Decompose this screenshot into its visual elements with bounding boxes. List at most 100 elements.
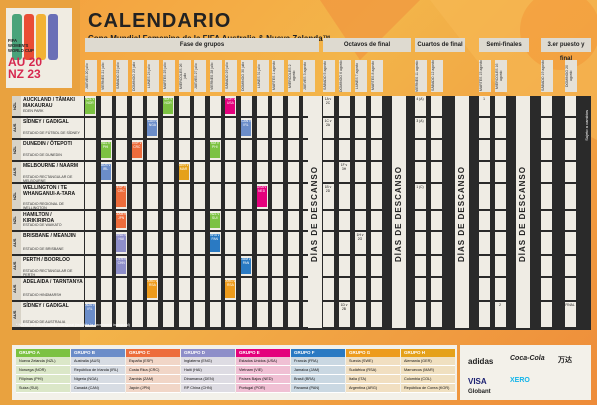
match-cell: ARG v RSA [147,279,158,298]
date-header: SÁBADO 22 julio [116,60,129,92]
day-cell [178,118,190,138]
venue-stadium: ESTADIO RECTANGULAR DE MELBOURNE [23,175,73,183]
day-cell [100,232,112,254]
venue-country: AUS [12,232,21,254]
day-cell [371,96,382,116]
day-cell [339,232,350,254]
side-note: Sujeto a cambios [584,110,589,141]
match-cell: SUI v PHI [209,141,220,158]
day-cell [479,184,490,209]
group-label: GRUPO F [291,349,345,357]
day-cell [131,302,143,327]
day-cell [371,118,382,138]
day-cell [256,302,268,327]
day-cell [479,256,490,276]
group-label: GRUPO C [126,349,180,357]
day-cell [147,211,159,230]
day-cell [131,96,143,116]
day-cell [147,140,159,160]
venue-label: AUS MELBOURNE / NAARM ESTADIO RECTANGULAR … [12,162,84,183]
group-team: España (ESP) [126,357,180,366]
logo-years: AU 20 NZ 23 [8,56,42,80]
day-cell [225,256,237,276]
date-header: VIERNES 21 julio [100,60,113,92]
logo-text: FIFA WOMEN'S WORLD CUP [8,38,38,53]
logo-line: FIFA [8,38,18,43]
group-team: Filipinas (PHI) [16,375,70,384]
day-cell [209,162,221,182]
day-cell [339,256,350,276]
footnote: * NOTA: P1 es el partido inaugural (incl… [16,323,130,327]
rest-label: DÍAS DE DESCANSO [457,166,466,263]
day-cell [431,302,442,327]
day-cell [209,256,221,276]
group-team: Francia (FRA) [291,357,345,366]
group-team: Nigeria (NGA) [71,375,125,384]
group-card: GRUPO A Nueva Zelanda (NZL) Noruega (NOR) F… [16,349,70,393]
group-team: Italia (ITA) [346,375,400,384]
day-cell [131,184,143,209]
match-cell: SUI v NOR [163,97,173,114]
logo-line: AU 20 [8,55,43,69]
day-cell [225,140,237,160]
stage-final: 3.er puesto y final [541,38,591,62]
day-cell [565,256,576,276]
day-cell [323,302,334,327]
day-cell [225,184,237,209]
day-cell [355,162,366,182]
group-team: RP China (CHN) [181,384,235,393]
day-cell [163,302,174,327]
match-cell: 1D v 2B [339,303,349,325]
day-cell [565,211,576,230]
day-cell [116,302,128,327]
day-cell [178,96,190,116]
day-cell [225,232,237,254]
match-cell: 1H v 2G [355,233,365,252]
day-cell [178,302,190,327]
group-card: GRUPO H Alemania (GER) Marruecos (MAR) Colo… [401,349,455,393]
date-header: VIERNES 28 julio [209,60,222,92]
rest-column [308,96,322,328]
day-cell [256,118,268,138]
group-card: GRUPO B Australia (AUS) República de Irlan… [71,349,125,393]
day-cell [194,302,206,327]
sponsors-panel: adidas Coca-Cola 万达 VISA XERO Globant [460,345,591,400]
day-cell [287,118,299,138]
venue-stadium: ESTADIO DE BRISBANE [23,247,64,251]
day-cell [355,96,366,116]
match-cell: GER v MAR [178,163,189,180]
day-cell [241,96,252,116]
day-cell [163,140,174,160]
day-cell [131,256,143,276]
day-cell [287,302,299,327]
venue-stadium: ESTADIO DE FÚTBOL DE SÍDNEY [23,131,80,135]
day-cell [100,256,112,276]
rest-column [455,96,469,328]
day-cell [116,162,128,182]
group-team: Brasil (BRA) [291,375,345,384]
day-cell [225,302,237,327]
day-cell [241,184,252,209]
day-cell [541,302,552,327]
day-cell [431,278,442,300]
day-cell [194,211,206,230]
day-cell [209,96,221,116]
group-label: GRUPO H [401,349,455,357]
group-team: Japón (JPN) [126,384,180,393]
venue-city: BRISBANE / MEANJIN [23,233,76,239]
day-cell [178,211,190,230]
day-cell [371,302,382,327]
day-cell [225,162,237,182]
group-team: Dinamarca (DEN) [181,375,235,384]
day-cell [116,140,128,160]
day-cell [339,184,350,209]
group-label: GRUPO G [346,349,400,357]
group-team: Sudáfrica (RSA) [346,366,400,375]
day-cell [495,140,506,160]
day-cell [415,302,426,327]
day-cell [565,118,576,138]
match-cell: FINAL [565,303,575,325]
day-cell [355,140,366,160]
day-cell [85,184,96,209]
venue-city: SÍDNEY / GADIGAL [23,119,69,125]
